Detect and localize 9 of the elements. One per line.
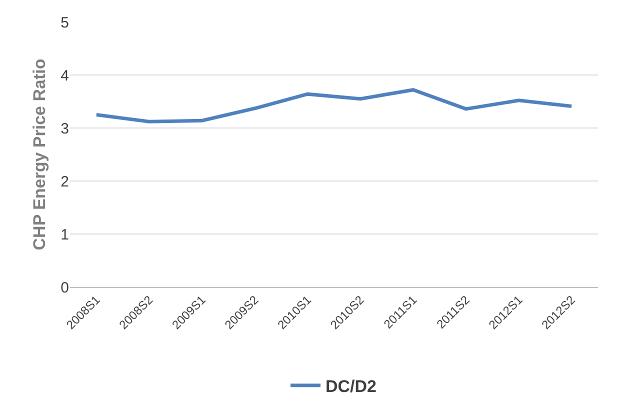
line-series bbox=[94, 88, 574, 124]
y-axis-title: CHP Energy Price Ratio bbox=[30, 58, 50, 250]
y-tick-label: 1 bbox=[60, 226, 69, 244]
y-tick-label: 0 bbox=[60, 279, 69, 296]
y-tick-label: 5 bbox=[60, 14, 69, 32]
y-tick-label: 2 bbox=[60, 173, 69, 190]
legend-label: DC/D2 bbox=[326, 376, 377, 396]
y-tick-label: 4 bbox=[60, 67, 69, 84]
y-tick-label: 3 bbox=[60, 120, 69, 138]
